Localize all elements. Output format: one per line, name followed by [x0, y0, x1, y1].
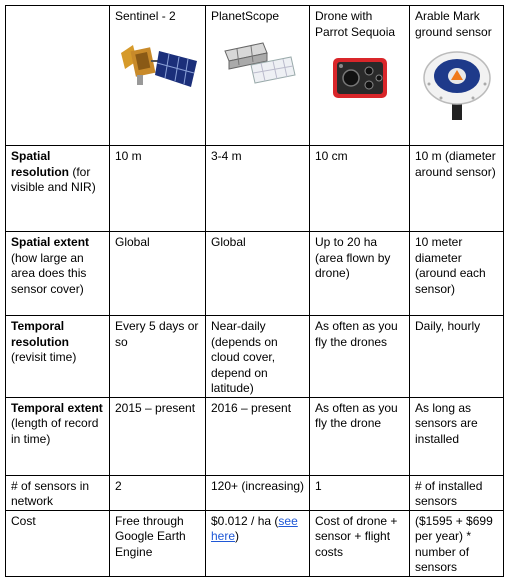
- header-label: PlanetScope: [211, 9, 280, 23]
- cell-planetscope: 120+ (increasing): [205, 474, 310, 511]
- cell-sentinel-2: Global: [109, 231, 206, 316]
- cost-text: $0.012 / ha (: [211, 513, 279, 528]
- row-label: Cost: [5, 509, 110, 577]
- parrot-sequoia-camera-image: [333, 58, 387, 98]
- comparison-table: Sentinel - 2 PlanetScope: [5, 5, 504, 577]
- row-label: Temporal extent (length of record in tim…: [5, 396, 110, 476]
- planetscope-satellite-image: [224, 41, 296, 84]
- row-label: Spatial resolution (for visible and NIR): [5, 145, 110, 232]
- cell-sentinel-2: 10 m: [109, 145, 206, 232]
- cell-planetscope: Near-daily (depends on cloud cover, depe…: [205, 315, 310, 398]
- cell-arable: # of installed sensors: [409, 474, 504, 511]
- cell-sentinel-2: 2015 – present: [109, 396, 206, 476]
- cell-sentinel-2: 2: [109, 474, 206, 511]
- cell-sentinel-2: Every 5 days or so: [109, 315, 206, 398]
- cell-planetscope: Global: [205, 231, 310, 316]
- sentinel-2-satellite-image: [121, 44, 197, 87]
- cell-planetscope: $0.012 / ha (see here): [205, 509, 310, 577]
- row-temporal-resolution: Temporal resolution (revisit time) Every…: [5, 315, 504, 398]
- cell-drone: Up to 20 ha (area flown by drone): [309, 231, 410, 316]
- cell-drone: As often as you fly the drone: [309, 396, 410, 476]
- cell-planetscope: 2016 – present: [205, 396, 310, 476]
- header-planetscope: PlanetScope: [205, 5, 310, 146]
- cell-sentinel-2: Free through Google Earth Engine: [109, 509, 206, 577]
- row-temporal-extent: Temporal extent (length of record in tim…: [5, 396, 504, 476]
- header-sentinel-2: Sentinel - 2: [109, 5, 206, 146]
- row-spatial-resolution: Spatial resolution (for visible and NIR)…: [5, 145, 504, 232]
- row-label: # of sensors in network: [5, 474, 110, 511]
- header-drone-parrot-sequoia: Drone with Parrot Sequoia: [309, 5, 410, 146]
- header-label: Drone with Parrot Sequoia: [315, 9, 396, 39]
- cell-arable: As long as sensors are installed: [409, 396, 504, 476]
- row-number-of-sensors: # of sensors in network 2 120+ (increasi…: [5, 474, 504, 511]
- cell-arable: 10 meter diameter (around each sensor): [409, 231, 504, 316]
- row-label: Spatial extent (how large an area does t…: [5, 231, 110, 316]
- cell-arable: Daily, hourly: [409, 315, 504, 398]
- cell-drone: 10 cm: [309, 145, 410, 232]
- cell-drone: 1: [309, 474, 410, 511]
- row-spatial-extent: Spatial extent (how large an area does t…: [5, 231, 504, 316]
- header-arable-mark: Arable Mark ground sensor: [409, 5, 504, 146]
- cell-drone: Cost of drone + sensor + flight costs: [309, 509, 410, 577]
- cost-text-end: ): [235, 529, 240, 543]
- cell-drone: As often as you fly the drones: [309, 315, 410, 398]
- cell-planetscope: 3-4 m: [205, 145, 310, 232]
- see-here-link[interactable]: see here: [211, 513, 298, 544]
- header-row: Sentinel - 2 PlanetScope: [5, 5, 504, 146]
- arable-mark-sensor-image: [423, 51, 491, 120]
- corner-cell: [5, 5, 110, 146]
- row-label: Temporal resolution (revisit time): [5, 315, 110, 398]
- header-label: Sentinel - 2: [115, 9, 176, 23]
- cell-arable: 10 m (diameter around sensor): [409, 145, 504, 232]
- row-cost: Cost Free through Google Earth Engine $0…: [5, 509, 504, 577]
- cell-arable: ($1595 + $699 per year) * number of sens…: [409, 509, 504, 577]
- header-label: Arable Mark ground sensor: [415, 9, 492, 39]
